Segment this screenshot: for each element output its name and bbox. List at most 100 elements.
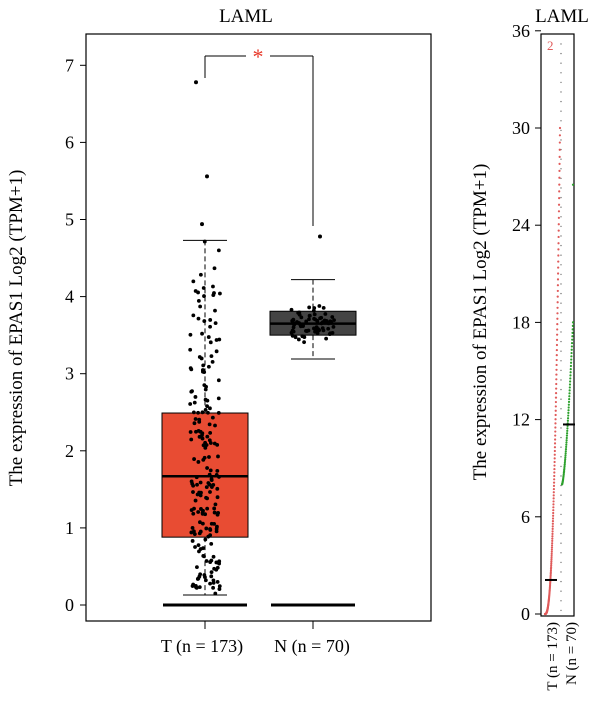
dot-n: [563, 463, 566, 466]
data-point-t: [208, 318, 213, 322]
data-point-t: [211, 284, 215, 289]
box-plot-boxes: [161, 239, 357, 607]
data-point-t: [202, 370, 207, 374]
dot-t: [555, 363, 558, 367]
dot-t: [551, 539, 554, 543]
dot-t: [555, 387, 558, 390]
data-point-t: [197, 585, 202, 589]
data-point-t: [196, 428, 201, 433]
dot-t: [556, 284, 560, 287]
dot-t: [552, 487, 555, 491]
dot-n: [569, 364, 573, 368]
data-point-t: [210, 359, 215, 364]
data-point-t: [202, 554, 206, 559]
data-point-t: [215, 442, 220, 447]
data-point-t: [192, 532, 197, 537]
right-y-tick-label-18: 18: [512, 312, 530, 332]
dot-t: [555, 338, 559, 341]
dot-guide: [560, 475, 562, 477]
dot-guide: [560, 408, 562, 410]
data-point-n: [317, 304, 322, 308]
data-point-n: [318, 316, 322, 321]
dot-t: [554, 434, 557, 437]
dot-n: [569, 371, 572, 374]
dot-t: [558, 196, 561, 200]
dot-t: [552, 506, 555, 509]
dot-guide: [560, 196, 562, 199]
data-point-t: [216, 396, 221, 401]
dot-t: [554, 409, 557, 412]
dot-guide: [560, 580, 562, 583]
dot-n: [571, 335, 574, 338]
dot-t: [551, 525, 554, 528]
dot-t: [556, 312, 559, 315]
data-point-t: [203, 537, 208, 542]
dot-n: [571, 324, 574, 328]
data-point-t: [192, 506, 196, 511]
data-point-t: [191, 410, 196, 415]
dot-t: [550, 564, 553, 567]
data-point-t: [202, 239, 207, 244]
data-point-t: [211, 293, 216, 297]
dot-t: [552, 481, 556, 484]
dot-n: [569, 374, 572, 377]
right-y-tick-label-24: 24: [512, 215, 530, 235]
data-point-t: [207, 438, 212, 443]
data-point-t: [205, 506, 210, 511]
data-point-t: [217, 559, 222, 564]
data-point-t: [191, 279, 196, 284]
dot-t: [557, 266, 560, 269]
dot-plot-title: LAML: [535, 6, 589, 27]
dot-t: [556, 278, 560, 281]
dot-t: [558, 183, 561, 186]
dot-n: [569, 377, 572, 380]
dot-t: [550, 548, 553, 551]
data-point-t: [203, 397, 208, 402]
dot-t: [557, 210, 561, 213]
dot-n: [565, 436, 568, 440]
dot-t: [551, 542, 554, 545]
data-point-n: [321, 328, 326, 333]
data-point-n: [323, 312, 328, 316]
dot-guide: [560, 254, 562, 256]
dot-t: [551, 535, 554, 538]
data-point-t: [197, 490, 202, 495]
data-point-n: [330, 315, 335, 319]
dot-t: [553, 446, 557, 449]
dot-guide: [560, 72, 562, 74]
dot-guide: [560, 542, 562, 544]
data-point-t: [197, 549, 201, 554]
dot-guide: [560, 513, 562, 516]
data-point-n: [311, 308, 316, 313]
data-point-t: [198, 480, 203, 485]
dot-t: [556, 328, 559, 331]
data-point-t: [208, 406, 212, 411]
data-point-t: [209, 354, 214, 359]
dot-guide: [560, 273, 562, 276]
dot-n: [570, 348, 573, 351]
right-y-tick-label-12: 12: [512, 410, 530, 430]
dot-t: [558, 155, 561, 158]
dot-n: [563, 459, 567, 463]
dot-t: [553, 442, 557, 445]
data-point-t: [215, 580, 220, 584]
dot-t: [552, 497, 555, 500]
dot-guide: [560, 398, 562, 400]
dot-t: [557, 248, 560, 251]
dot-t: [551, 532, 554, 535]
dot-plot-points: [543, 43, 575, 616]
dot-t: [557, 242, 560, 245]
data-point-t: [200, 331, 204, 336]
dot-t: [552, 503, 555, 506]
data-point-t: [196, 460, 201, 464]
significance-bracket: *: [204, 44, 314, 226]
dot-t: [550, 556, 553, 559]
data-point-t: [193, 395, 198, 399]
data-point-n: [289, 307, 294, 312]
dot-guide: [560, 177, 562, 180]
dot-n: [568, 395, 571, 398]
data-point-t: [196, 510, 201, 514]
data-point-t: [202, 294, 206, 298]
dot-n: [568, 386, 571, 389]
y-tick-label-7: 7: [65, 55, 74, 75]
